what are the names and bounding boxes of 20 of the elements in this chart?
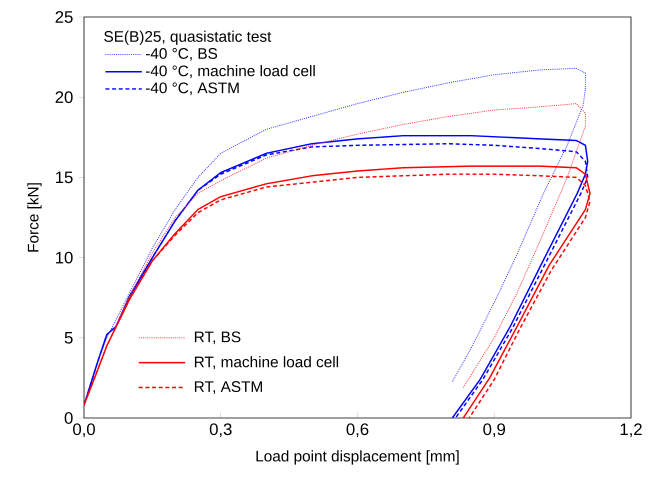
y-tick-label: 25 [56,11,73,23]
legend-label: -40 °C, ASTM [146,82,239,96]
x-tick-label: 1,2 [620,423,642,438]
y-tick-label: 5 [64,332,73,344]
legend-label: RT, machine load cell [194,356,338,370]
y-tick-label: 10 [56,252,73,264]
y-tick-label: 20 [56,91,73,104]
legend-label: -40 °C, BS [146,48,218,61]
legend-label: RT, ASTM [194,381,262,394]
y-tick-label: 0 [64,412,73,424]
y-tick-label: 15 [56,172,73,184]
x-tick-label: 0,0 [73,423,95,438]
legend-label: -40 °C, machine load cell [146,65,315,78]
x-tick-label: 0,6 [346,423,368,438]
x-tick-label: 0,3 [210,423,232,438]
x-tick-label: 0,9 [483,423,506,438]
y-axis-title: Force [kN] [27,183,42,252]
legend-title: SE(B)25, quasistatic test [104,30,272,45]
x-axis-title: Load point displacement [mm] [256,450,459,465]
legend-label: RT, BS [194,331,240,344]
